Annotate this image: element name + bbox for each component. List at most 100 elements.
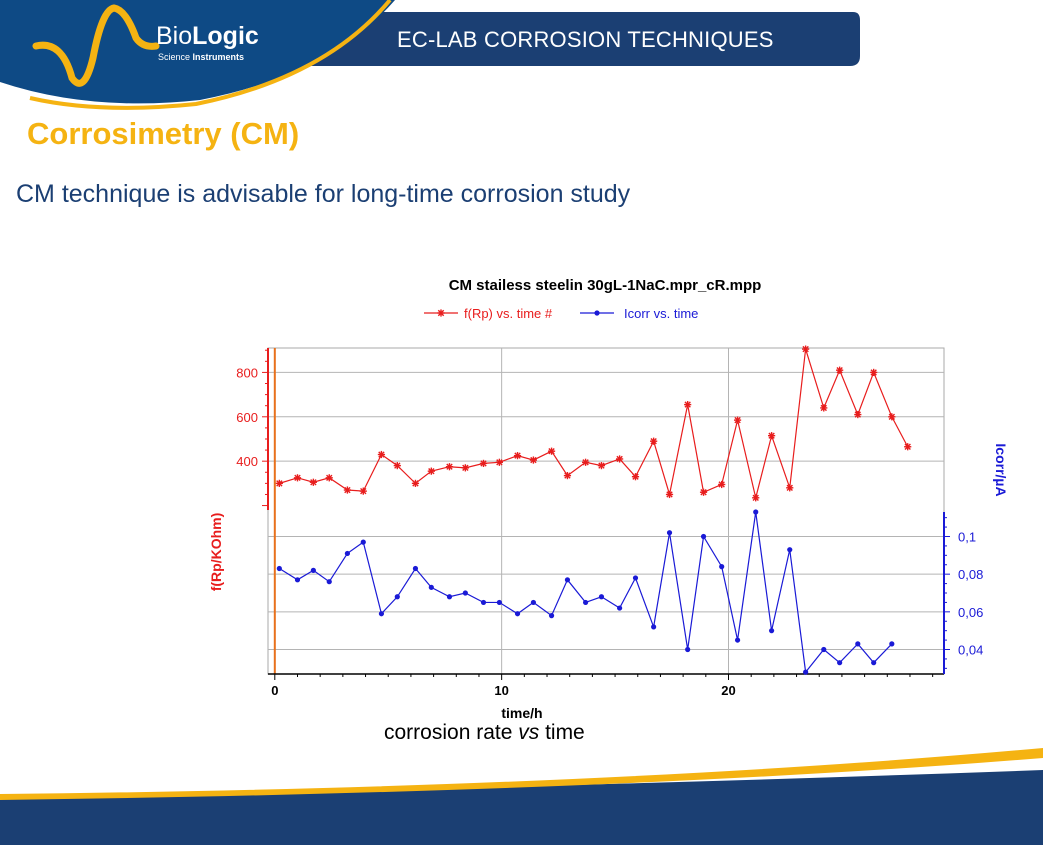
series-f-rp-point: [445, 463, 454, 471]
right-axis-title: Icorr/µA: [993, 443, 1009, 496]
series-icorr-point: [855, 641, 861, 647]
series-icorr-point: [310, 567, 316, 573]
series-icorr-point: [326, 579, 332, 585]
biologic-logo-wave-icon: [32, 4, 160, 87]
series-f-rp-point: [343, 486, 351, 494]
series-icorr-point: [632, 575, 639, 581]
chart-labels: 0 10 20 400 600 800 0,04 0,06 0,08 0,1 time/h f(Rp/…: [208, 277, 1009, 721]
series-icorr-point: [548, 613, 555, 619]
series-icorr-point: [446, 594, 453, 600]
series-icorr-point: [768, 628, 775, 634]
brand-name-logic: Logic: [192, 22, 259, 50]
series-icorr-point: [530, 599, 537, 606]
series-f-rp-point: [581, 458, 590, 466]
series-icorr-point: [803, 669, 809, 675]
series-f-rp-point: [597, 462, 606, 470]
legend-blue-label: Icorr vs. time: [624, 306, 698, 321]
left-tick-label: 600: [236, 410, 258, 425]
caption-part1: corrosion rate: [384, 721, 519, 744]
gridlines: [268, 348, 944, 674]
series-f-rp-point: [650, 437, 658, 445]
brand-name-bio: Bio: [156, 22, 193, 50]
series-icorr-point: [276, 565, 282, 572]
series-icorr-point: [564, 577, 571, 583]
series-icorr-point: [394, 594, 400, 600]
plot-frame: [267, 347, 945, 675]
series-icorr-point: [837, 660, 843, 666]
series-f-rp-point: [513, 452, 522, 460]
series-icorr-point: [651, 624, 657, 630]
legend-blue-marker: [594, 310, 600, 316]
right-tick-label: 0,08: [958, 567, 983, 582]
series-f-rp-point: [616, 455, 624, 463]
series-icorr-point: [889, 641, 895, 647]
plot-area: [267, 347, 945, 675]
x-tick-label: 10: [494, 683, 508, 698]
series-f-rp-point: [427, 467, 435, 475]
series-icorr-point: [871, 660, 877, 666]
series-f-rp-point: [547, 447, 556, 455]
x-tick-label: 0: [271, 683, 278, 698]
series-f-rp-point: [802, 345, 810, 353]
series-icorr-point: [428, 584, 434, 590]
series-icorr-point: [294, 577, 301, 583]
series-icorr-point: [617, 605, 623, 611]
series-icorr-point: [821, 646, 827, 653]
series-icorr-point: [496, 599, 502, 606]
series-f-rp-point: [752, 494, 760, 502]
series-f-rp-point: [309, 478, 317, 486]
axes: [262, 348, 950, 680]
series-f-rp-point: [275, 479, 283, 487]
series-f-rp-point: [479, 459, 488, 467]
x-axis-title: time/h: [501, 705, 542, 721]
series-f-rp-point: [684, 400, 692, 409]
series-icorr-point: [344, 550, 350, 557]
series-f-rp-point: [495, 458, 503, 466]
series-icorr-point: [700, 533, 707, 540]
series-icorr-point: [480, 599, 487, 606]
series-f-rp-point: [529, 456, 538, 464]
series-icorr-point: [666, 530, 673, 536]
header-band: [250, 12, 860, 66]
series-icorr-point: [787, 547, 793, 553]
chart-title: CM stailess steelin 30gL-1NaC.mpr_cR.mpp: [449, 277, 762, 294]
series-f-rp-point: [854, 410, 862, 419]
series-icorr-point: [734, 637, 741, 643]
brand-sub-science: Science: [158, 52, 193, 62]
series-f-rp-point: [411, 479, 420, 487]
series-icorr-point: [598, 594, 605, 600]
series-icorr-point: [582, 599, 589, 606]
series-f-rp-point: [904, 443, 912, 451]
brand-logo-text: BioLogic: [156, 22, 259, 51]
series-icorr-point: [719, 564, 725, 570]
series-icorr-point: [514, 611, 521, 617]
series-icorr-point: [360, 539, 366, 545]
slide-title: Corrosimetry (CM): [27, 116, 300, 151]
left-tick-label: 800: [236, 365, 258, 380]
series-f-rp-point: [359, 487, 367, 495]
series-icorr-point: [378, 611, 385, 617]
series-f-rp-point: [377, 450, 386, 459]
series-f-rp-point: [767, 432, 776, 440]
series-f-rp-point: [393, 462, 401, 470]
chart-caption: corrosion rate vs time: [384, 721, 585, 745]
series-layer: [275, 345, 912, 675]
right-tick-label: 0,06: [958, 605, 983, 620]
series-f-rp-point: [699, 488, 708, 496]
series-f-rp-point: [733, 416, 742, 424]
slide-subtitle: CM technique is advisable for long-time …: [16, 180, 631, 208]
legend-red-label: f(Rp) vs. time #: [464, 306, 553, 321]
brand-subtitle: Science Instruments: [158, 52, 244, 62]
series-f-rp-point: [870, 368, 878, 377]
left-axis-title: f(Rp/KOhm): [208, 513, 224, 592]
series-f-rp-point: [325, 474, 333, 482]
series-f-rp-point: [461, 464, 469, 472]
legend-red-marker: [437, 309, 445, 317]
series-icorr-point: [412, 565, 419, 572]
header-swoosh-accent: [29, 0, 392, 110]
caption-vs: vs: [518, 721, 540, 744]
series-f-rp-point: [786, 484, 794, 492]
header-title: EC-LAB CORROSION TECHNIQUES: [397, 27, 774, 52]
